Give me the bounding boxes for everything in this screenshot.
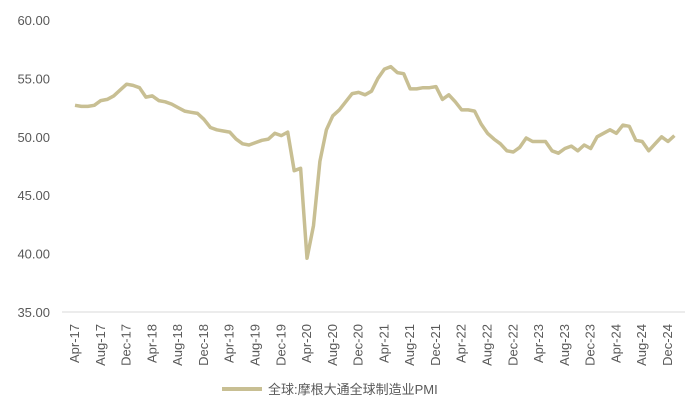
x-tick-label: Aug-24 [634, 324, 649, 366]
x-tick-label: Dec-24 [660, 324, 675, 366]
legend-label: 全球:摩根大通全球制造业PMI [268, 382, 438, 397]
x-tick-label: Dec-21 [428, 324, 443, 366]
x-tick-label: Aug-21 [402, 324, 417, 366]
y-tick-label: 40.00 [17, 247, 50, 262]
x-tick-label: Aug-22 [480, 324, 495, 366]
x-tick-label: Apr-21 [376, 324, 391, 363]
x-tick-label: Apr-17 [67, 324, 82, 363]
x-tick-label: Aug-19 [247, 324, 262, 366]
x-tick-label: Dec-20 [351, 324, 366, 366]
x-tick-label: Dec-19 [273, 324, 288, 366]
x-tick-label: Aug-23 [557, 324, 572, 366]
y-tick-label: 55.00 [17, 71, 50, 86]
x-tick-label: Apr-19 [222, 324, 237, 363]
x-tick-label: Aug-18 [170, 324, 185, 366]
x-tick-label: Apr-22 [454, 324, 469, 363]
x-tick-label: Dec-17 [119, 324, 134, 366]
x-tick-label: Aug-20 [325, 324, 340, 366]
y-tick-label: 35.00 [17, 305, 50, 320]
x-tick-label: Apr-24 [608, 324, 623, 363]
x-tick-label: Apr-23 [531, 324, 546, 363]
line [74, 64, 676, 261]
y-tick-label: 50.00 [17, 130, 50, 145]
x-tick-label: Dec-18 [196, 324, 211, 366]
x-tick-label: Dec-22 [505, 324, 520, 366]
x-tick-label: Aug-17 [93, 324, 108, 366]
y-tick-label: 60.00 [17, 13, 50, 28]
x-tick-label: Dec-23 [583, 324, 598, 366]
x-tick-label: Apr-18 [144, 324, 159, 363]
x-tick-label: Apr-20 [299, 324, 314, 363]
y-tick-label: 45.00 [17, 188, 50, 203]
